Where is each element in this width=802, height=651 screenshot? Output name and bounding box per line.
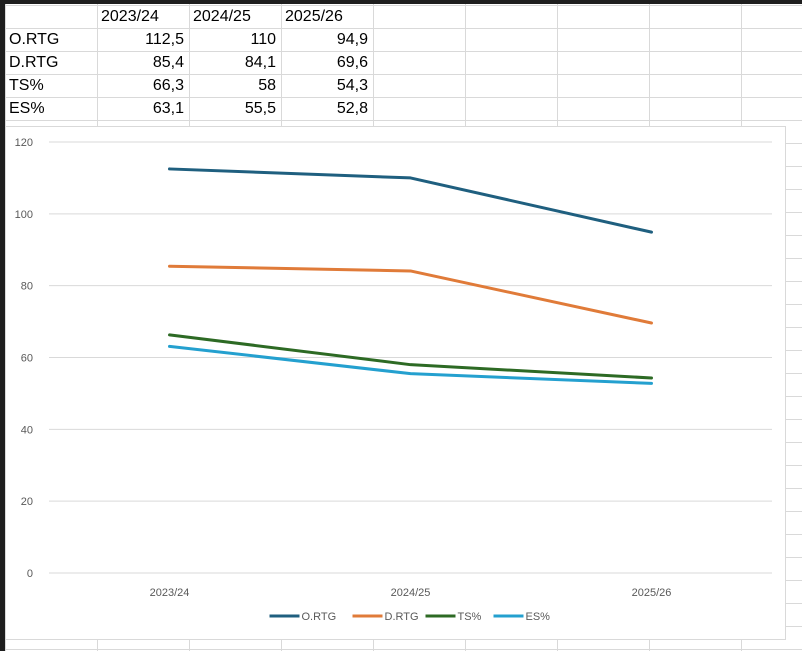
y-tick-label-60: 60 — [21, 353, 33, 365]
line-chart[interactable]: 0 20 40 60 80 100 120 2023/24 2024/25 2025/26 O.RT… — [5, 126, 786, 640]
series-line-d-rtg[interactable] — [168, 264, 653, 325]
header-cell-2023-24[interactable]: 2023/24 — [101, 8, 159, 25]
y-tick-label-100: 100 — [15, 209, 33, 221]
y-tick-label-120: 120 — [15, 137, 33, 149]
y-tick-label-40: 40 — [21, 424, 33, 436]
legend-label-ts-[interactable]: TS% — [458, 611, 482, 623]
header-cell-2025-26[interactable]: 2025/26 — [285, 8, 343, 25]
x-tick-label-1: 2024/25 — [391, 587, 431, 599]
series-line-ts-[interactable] — [168, 333, 653, 380]
cell-drtg-2024-25[interactable]: 84,1 — [244, 54, 276, 71]
cell-ortg-2023-24[interactable]: 112,5 — [145, 31, 184, 48]
row-label-es[interactable]: ES% — [9, 100, 45, 117]
cell-es-2025-26[interactable]: 52,8 — [336, 100, 368, 117]
series-line-es-[interactable] — [168, 344, 653, 385]
cell-drtg-2025-26[interactable]: 69,6 — [336, 54, 368, 71]
row-label-ts[interactable]: TS% — [9, 77, 44, 94]
y-tick-label-0: 0 — [27, 568, 33, 580]
x-tick-label-2: 2025/26 — [632, 587, 672, 599]
cell-drtg-2023-24[interactable]: 85,4 — [152, 54, 184, 71]
cell-ortg-2025-26[interactable]: 94,9 — [336, 31, 368, 48]
y-tick-label-80: 80 — [21, 281, 33, 293]
series-line-o-rtg[interactable] — [168, 167, 653, 234]
header-cell-2024-25[interactable]: 2024/25 — [193, 8, 251, 25]
cell-ortg-2024-25[interactable]: 110 — [250, 31, 276, 48]
legend-label-es-[interactable]: ES% — [526, 611, 551, 623]
x-tick-label-0: 2023/24 — [150, 587, 190, 599]
cell-ts-2023-24[interactable]: 66,3 — [152, 77, 184, 94]
legend-label-d-rtg[interactable]: D.RTG — [385, 611, 419, 623]
chart-canvas: 0 20 40 60 80 100 120 2023/24 2024/25 2025/26 O.RT… — [15, 137, 772, 623]
y-tick-label-20: 20 — [21, 496, 33, 508]
header-cell-blank[interactable] — [5, 5, 97, 28]
cell-es-2023-24[interactable]: 63,1 — [152, 100, 184, 117]
cell-es-2024-25[interactable]: 55,5 — [244, 100, 276, 117]
row-label-ortg[interactable]: O.RTG — [9, 31, 60, 48]
cell-ts-2024-25[interactable]: 58 — [258, 77, 276, 94]
row-label-drtg[interactable]: D.RTG — [9, 54, 59, 71]
window-left-edge — [0, 0, 5, 651]
window-top-edge — [0, 0, 802, 4]
cell-ts-2025-26[interactable]: 54,3 — [336, 77, 368, 94]
legend-label-o-rtg[interactable]: O.RTG — [302, 611, 337, 623]
